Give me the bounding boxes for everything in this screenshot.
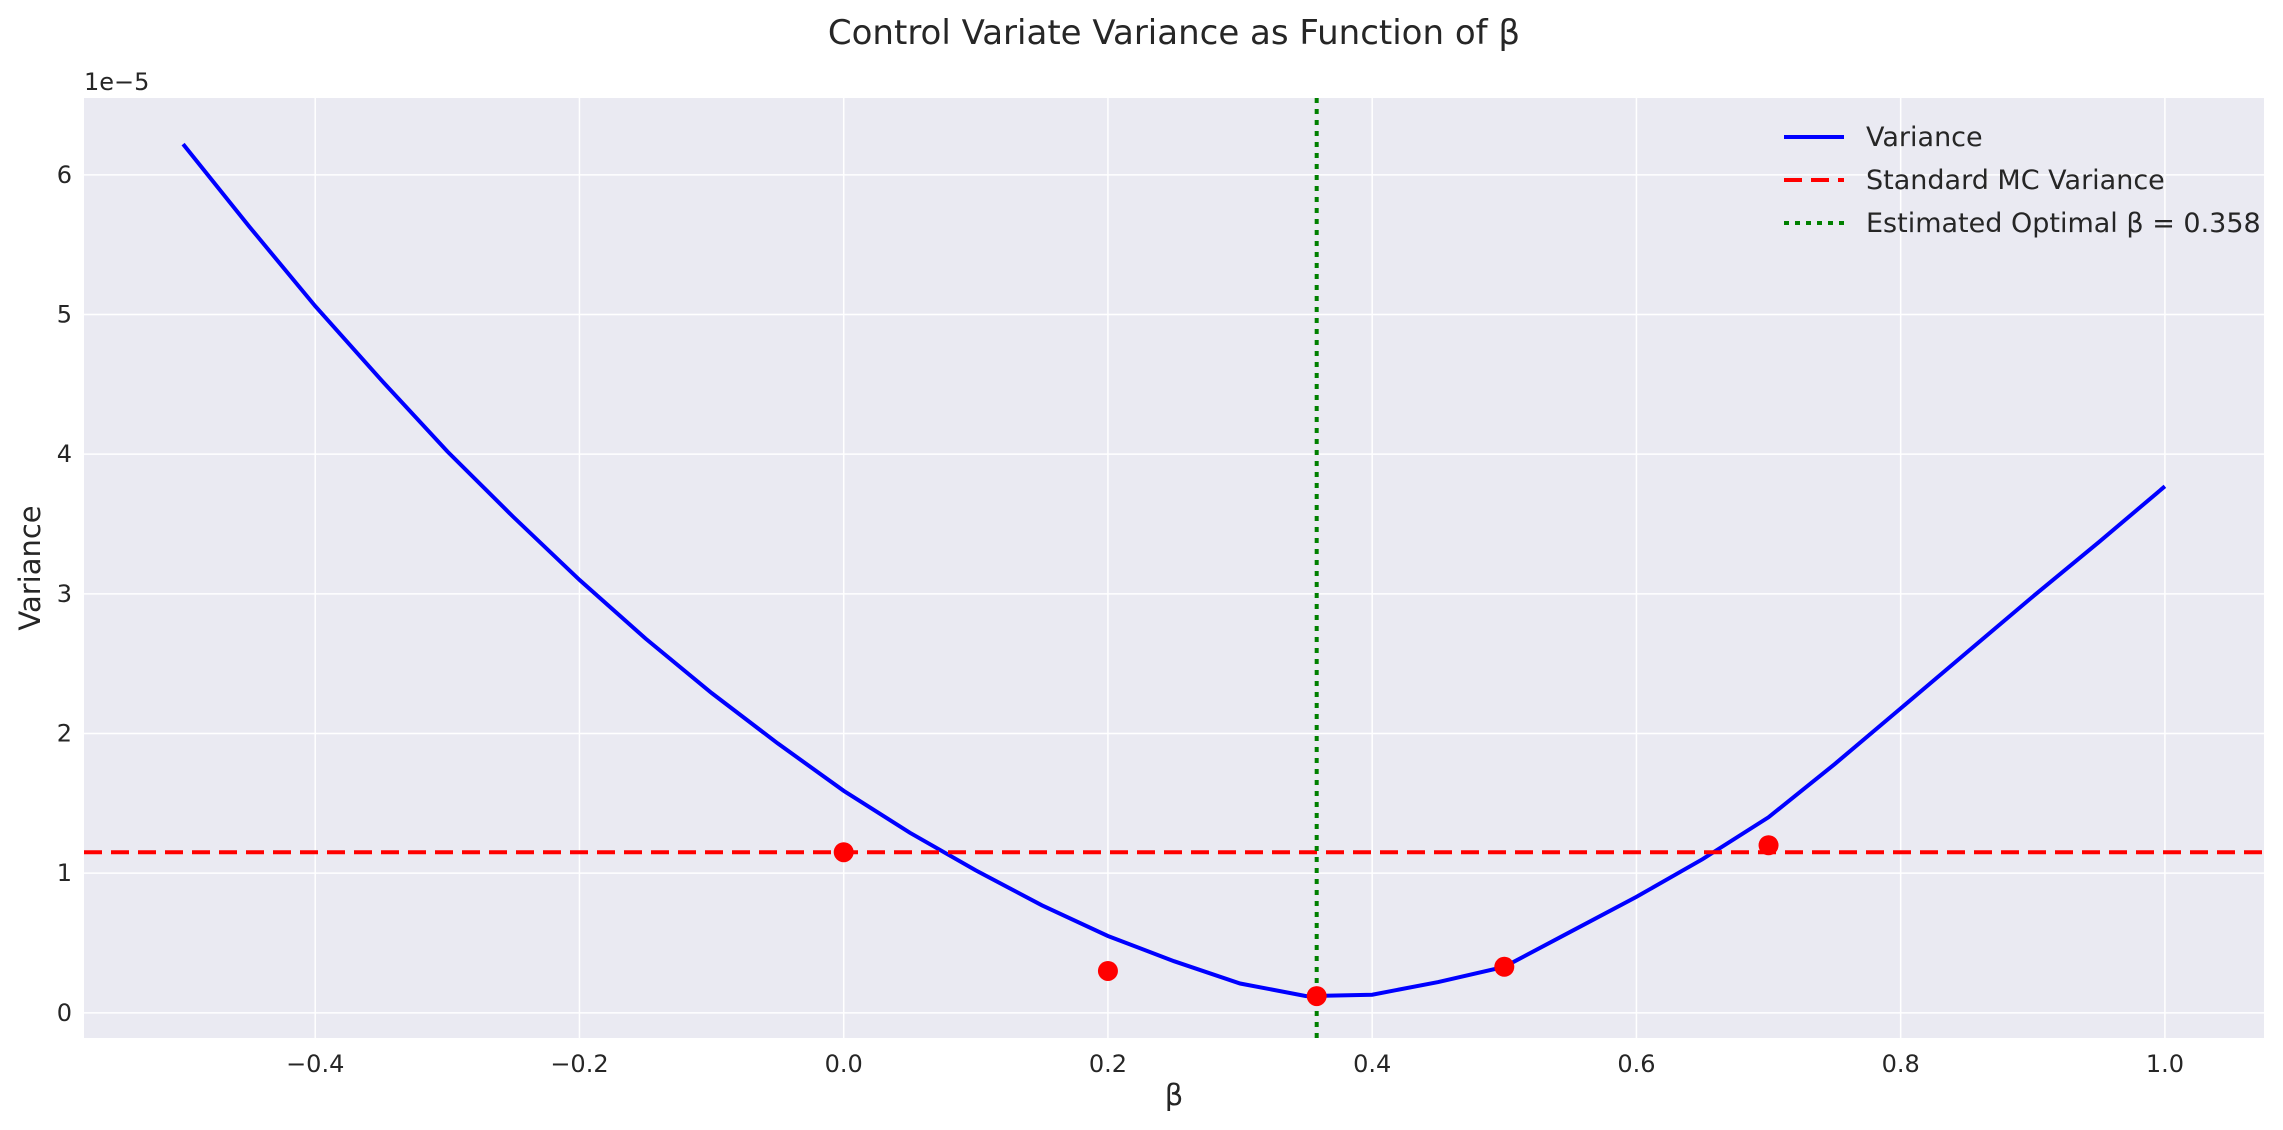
- x-tick-label: −0.4: [286, 1050, 344, 1078]
- y-tick-label: 5: [57, 300, 72, 328]
- variance-curve: [181, 142, 2167, 999]
- data-point-marker: [1306, 986, 1327, 1007]
- data-point-marker: [1097, 960, 1118, 981]
- x-tick-label: −0.2: [550, 1050, 608, 1078]
- x-tick-label: 0.0: [825, 1050, 863, 1078]
- y-tick-label: 3: [57, 580, 72, 608]
- legend-label-standard-mc: Standard MC Variance: [1866, 165, 2165, 196]
- x-tick-label: 0.8: [1882, 1050, 1920, 1078]
- y-tick-label: 0: [57, 999, 72, 1027]
- y-tick-label: 6: [57, 161, 72, 189]
- series-layer: [84, 98, 2264, 1038]
- x-tick-label: 0.2: [1089, 1050, 1127, 1078]
- y-tick-label: 4: [57, 440, 72, 468]
- data-point-marker: [833, 842, 854, 863]
- data-point-marker: [1758, 835, 1779, 856]
- x-tick-label: 1.0: [2146, 1050, 2184, 1078]
- legend-label-optimal-beta: Estimated Optimal β = 0.358: [1866, 208, 2261, 239]
- y-axis-label: Variance: [13, 505, 47, 630]
- chart-title: Control Variate Variance as Function of …: [828, 13, 1520, 53]
- y-tick-label: 2: [57, 720, 72, 748]
- plot-area: [84, 98, 2264, 1038]
- data-point-marker: [1494, 956, 1515, 977]
- legend: Variance Standard MC Variance Estimated …: [1784, 122, 2261, 239]
- legend-label-variance: Variance: [1866, 122, 1983, 153]
- markers: [833, 835, 1779, 1007]
- ticks: −0.4 −0.2 0.0 0.2 0.4 0.6 0.8 1.0 0 1 2 3 4 5 6: [57, 161, 2184, 1078]
- y-tick-label: 1: [57, 859, 72, 887]
- y-offset-label: 1e−5: [84, 68, 149, 96]
- x-tick-label: 0.6: [1617, 1050, 1655, 1078]
- x-axis-label: β: [1165, 1078, 1184, 1112]
- grid: [84, 98, 2264, 1038]
- x-tick-label: 0.4: [1353, 1050, 1391, 1078]
